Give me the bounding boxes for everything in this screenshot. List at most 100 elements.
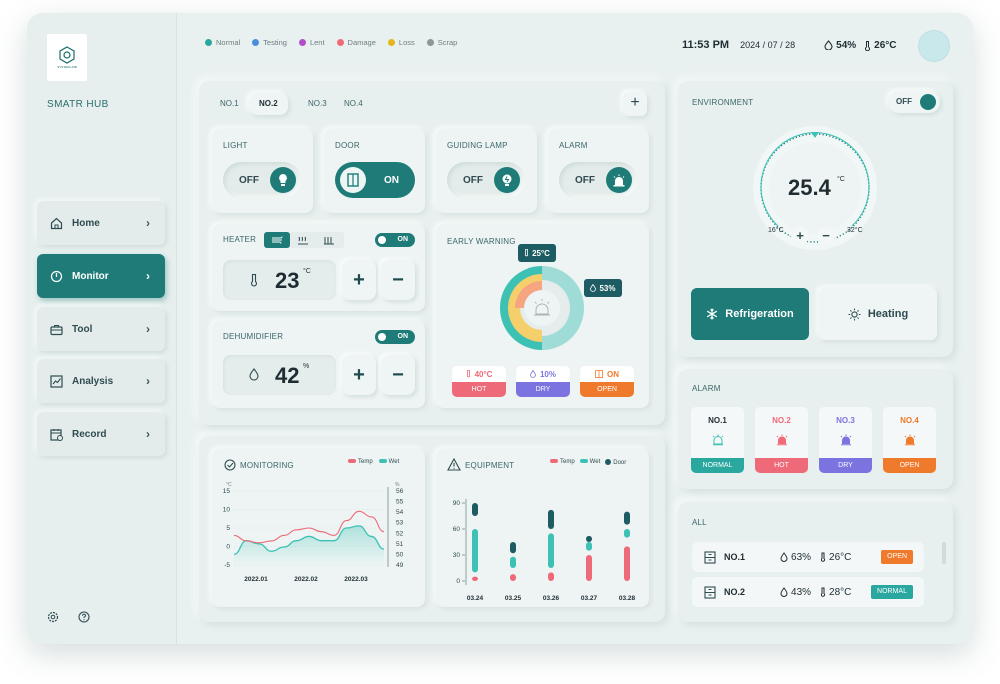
y-right-tick: 54 xyxy=(396,509,404,516)
heater-minus-button[interactable]: − xyxy=(381,260,415,300)
alarm-item-no4[interactable]: NO.4 OPEN xyxy=(883,407,936,473)
home-icon xyxy=(49,216,63,230)
tab-no1[interactable]: NO.1 xyxy=(220,99,239,108)
nav-label: Tool xyxy=(72,323,93,335)
heat-mode-icon[interactable] xyxy=(290,232,316,248)
nav-record[interactable]: Record › xyxy=(37,412,165,456)
dehumidifier-switch[interactable]: ON xyxy=(375,330,415,344)
y-right-tick: 52 xyxy=(396,530,404,537)
droplet-icon xyxy=(530,370,536,378)
environment-plus-button[interactable]: + xyxy=(791,227,809,245)
monitoring-card: MONITORING Temp Wet °C% 15 10 5 0 -5 56 55 54 53 5… xyxy=(212,449,425,607)
header-temperature: 26°C xyxy=(874,39,897,51)
header-status: 11:53 PM 2024 / 07 / 28 54% 26°C xyxy=(682,39,897,51)
app-window: SYSTEM HUB SMATR HUB Home › Monitor › To… xyxy=(27,13,973,644)
heater-switch[interactable]: ON xyxy=(375,233,415,247)
heater-unit: °C xyxy=(303,268,311,275)
bar-temp xyxy=(472,576,478,581)
bar-door xyxy=(586,535,592,542)
dehumidifier-value: 42 xyxy=(275,363,300,388)
chevron-right-icon: › xyxy=(146,216,150,230)
lamp-icon xyxy=(494,167,520,193)
cabinet-icon xyxy=(704,585,716,599)
heating-button[interactable]: Heating xyxy=(819,288,937,340)
x-tick-label: 03.25 xyxy=(505,595,522,602)
door-icon xyxy=(595,370,603,378)
switch-state: OFF xyxy=(896,97,912,106)
guiding-lamp-toggle[interactable]: OFF xyxy=(447,162,525,198)
environment-switch[interactable]: OFF xyxy=(888,91,940,113)
y-tick: 30 xyxy=(453,552,461,559)
droplet-icon xyxy=(780,587,788,597)
x-tick-label: 2022.02 xyxy=(294,576,318,583)
heater-plus-button[interactable]: + xyxy=(342,260,376,300)
alarm-toggle[interactable]: OFF xyxy=(559,162,637,198)
toggle-state: OFF xyxy=(239,174,259,186)
row-temperature: 28°C xyxy=(829,586,852,598)
list-item[interactable]: NO.2 43% 28°C NORMAL xyxy=(692,577,924,607)
light-toggle[interactable]: OFF xyxy=(223,162,301,198)
mode-label: Heating xyxy=(867,308,909,320)
radiator-mode-icon[interactable] xyxy=(316,232,342,248)
alarm-item-no3[interactable]: NO.3 DRY xyxy=(819,407,872,473)
brand-name: SMATR HUB xyxy=(47,99,109,110)
gauge-inner-arc xyxy=(515,281,542,308)
nav-home[interactable]: Home › xyxy=(37,201,165,245)
heater-card: HEATER ON 23 °C + − xyxy=(212,224,425,311)
heater-value: 23 xyxy=(275,268,300,293)
x-tick-label: 03.27 xyxy=(581,595,598,602)
y-left-tick: 0 xyxy=(226,544,230,551)
legend-item: Damage xyxy=(336,38,376,47)
status-badge: NORMAL xyxy=(871,585,913,599)
row-humidity: 43% xyxy=(791,586,812,598)
dry-chip: 10% DRY xyxy=(516,366,570,397)
door-toggle[interactable]: ON xyxy=(335,162,415,198)
lightbulb-icon xyxy=(270,167,296,193)
early-warning-label: EARLY WARNING xyxy=(447,237,516,246)
legend-item: Normal xyxy=(205,38,240,47)
sun-icon xyxy=(848,308,861,320)
avatar[interactable] xyxy=(918,30,950,62)
chevron-right-icon: › xyxy=(146,374,150,388)
dehumidifier-minus-button[interactable]: − xyxy=(381,355,415,395)
dehumidifier-plus-button[interactable]: + xyxy=(342,355,376,395)
alarm-item-no2[interactable]: NO.2 HOT xyxy=(755,407,808,473)
sidebar: SYSTEM HUB SMATR HUB Home › Monitor › To… xyxy=(27,13,177,644)
environment-unit: °C xyxy=(837,176,845,183)
thermometer-icon xyxy=(466,370,470,378)
warning-gauge xyxy=(500,266,584,350)
scrollbar[interactable] xyxy=(942,542,946,564)
fan-mode-icon[interactable] xyxy=(264,232,290,248)
add-tab-button[interactable]: + xyxy=(623,92,647,116)
status-legend: Normal Testing Lent Damage Loss Scrap xyxy=(205,38,457,47)
y-tick: 90 xyxy=(453,500,461,507)
light-card: LIGHT OFF xyxy=(212,129,313,213)
nav-monitor[interactable]: Monitor › xyxy=(37,254,165,298)
refrigeration-button[interactable]: Refrigeration xyxy=(691,288,809,340)
header-time: 11:53 PM xyxy=(682,39,730,51)
nav-tool[interactable]: Tool › xyxy=(37,307,165,351)
power-icon xyxy=(49,269,63,283)
logo: SYSTEM HUB xyxy=(47,34,87,81)
dehumidifier-value-box: 42 % xyxy=(223,355,336,395)
x-tick-label: 03.28 xyxy=(619,595,636,602)
alarm-item-no1[interactable]: NO.1 NORMAL xyxy=(691,407,744,473)
tab-no3[interactable]: NO.3 xyxy=(308,99,327,108)
siren-icon xyxy=(755,430,808,450)
y-right-tick: 55 xyxy=(396,499,404,506)
settings-icon[interactable] xyxy=(47,611,59,623)
list-item[interactable]: NO.1 63% 26°C OPEN xyxy=(692,542,924,572)
environment-minus-button[interactable]: − xyxy=(817,227,835,245)
tab-no2[interactable]: NO.2 xyxy=(249,93,288,115)
tab-no4[interactable]: NO.4 xyxy=(344,99,363,108)
wet-line xyxy=(233,525,385,556)
nav-analysis[interactable]: Analysis › xyxy=(37,359,165,403)
bar-wet xyxy=(510,556,516,568)
row-name: NO.2 xyxy=(724,587,746,597)
guiding-lamp-card: GUIDING LAMP OFF xyxy=(436,129,537,213)
help-icon[interactable] xyxy=(78,611,90,623)
bar-temp xyxy=(510,574,516,581)
legend-item: Testing xyxy=(252,38,287,47)
warning-triangle-icon xyxy=(447,458,461,471)
